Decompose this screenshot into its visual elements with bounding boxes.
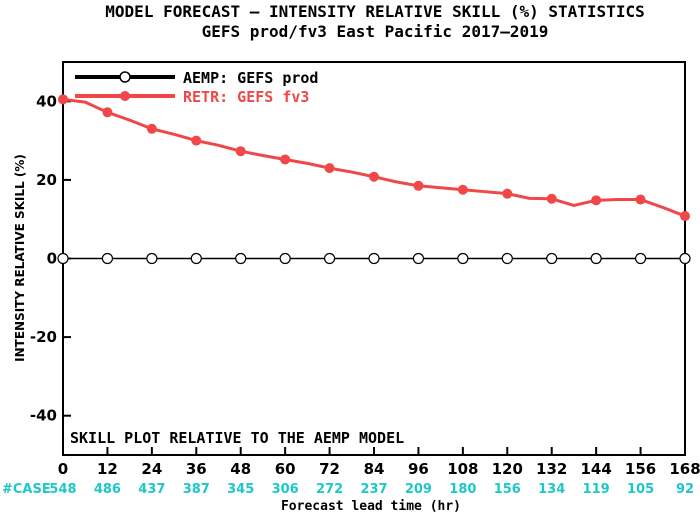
aemp-point <box>546 252 558 265</box>
x-tick-label: 144 <box>580 460 611 478</box>
retr-point <box>635 194 646 205</box>
retr-point <box>457 184 468 195</box>
y-axis: 40 20 0 -20 -40 <box>30 92 71 425</box>
aemp-point <box>190 252 202 265</box>
retr-point <box>546 193 557 204</box>
x-tick-label: 96 <box>408 460 429 478</box>
retr-point <box>502 188 513 199</box>
case-count: 237 <box>360 482 387 497</box>
x-tick-label: 12 <box>97 460 118 478</box>
x-tick-label: 84 <box>364 460 385 478</box>
legend-marker-aemp <box>119 71 131 83</box>
case-count: 92 <box>676 482 694 497</box>
x-tick-label: 24 <box>141 460 162 478</box>
legend-label-aemp: AEMP: GEFS prod <box>183 69 318 87</box>
retr-point <box>680 211 690 222</box>
case-count-label: #CASE <box>2 482 51 497</box>
retr-point <box>280 154 291 165</box>
x-axis-label: Forecast lead time (hr) <box>281 499 461 514</box>
retr-point <box>324 163 335 174</box>
retr-point <box>58 94 68 105</box>
x-tick-label: 36 <box>186 460 207 478</box>
aemp-point <box>590 252 602 265</box>
legend-marker-retr <box>120 91 130 101</box>
case-count: 345 <box>227 482 254 497</box>
case-count: 134 <box>538 482 565 497</box>
aemp-point <box>679 252 691 265</box>
x-tick-label: 168 <box>669 460 700 478</box>
case-count: 156 <box>494 482 521 497</box>
aemp-point <box>634 252 647 265</box>
y-tick-label: -20 <box>30 328 57 346</box>
retr-point <box>369 171 379 182</box>
aemp-point <box>323 252 336 265</box>
y-axis-label: INTENSITY RELATIVE SKILL (%) <box>13 154 27 362</box>
aemp-point <box>235 252 247 265</box>
aemp-point <box>501 252 513 265</box>
x-tick-label: 156 <box>625 460 656 478</box>
x-tick-label: 48 <box>230 460 251 478</box>
x-tick-label: 120 <box>492 460 523 478</box>
retr-point <box>191 135 202 146</box>
case-count: 119 <box>583 482 610 497</box>
x-tick-label: 132 <box>536 460 567 478</box>
case-counts: 548 486 437 387 345 306 272 237 209 180 156 134 119 1… <box>49 482 694 497</box>
retr-point <box>413 180 424 191</box>
aemp-point <box>57 252 69 265</box>
aemp-point <box>457 252 469 265</box>
x-axis: 0 12 24 36 48 60 72 84 96 108 120 132 144 156 168 <box>58 447 700 478</box>
aemp-point <box>146 252 158 265</box>
chart-subtitle: GEFS prod/fv3 East Pacific 2017–2019 <box>202 22 549 41</box>
skill-note: SKILL PLOT RELATIVE TO THE AEMP MODEL <box>70 429 404 447</box>
x-tick-label: 0 <box>58 460 68 478</box>
series-layer <box>57 94 691 265</box>
case-count: 548 <box>49 482 76 497</box>
legend: AEMP: GEFS prod RETR: GEFS fv3 <box>75 69 318 106</box>
retr-point <box>591 195 602 206</box>
y-tick-label: -40 <box>30 407 57 425</box>
aemp-point <box>279 252 291 265</box>
chart-title: MODEL FORECAST – INTENSITY RELATIVE SKIL… <box>105 2 644 21</box>
y-tick-label: 40 <box>36 92 57 110</box>
case-count: 387 <box>183 482 210 497</box>
aemp-point <box>368 252 380 265</box>
retr-point <box>102 107 113 118</box>
y-tick-label: 0 <box>47 250 57 268</box>
legend-label-retr: RETR: GEFS fv3 <box>183 88 309 106</box>
case-count: 209 <box>405 482 432 497</box>
x-tick-label: 72 <box>319 460 340 478</box>
x-tick-label: 108 <box>447 460 478 478</box>
case-count: 105 <box>627 482 654 497</box>
x-tick-label: 60 <box>275 460 296 478</box>
y-tick-label: 20 <box>36 171 57 189</box>
case-count: 272 <box>316 482 343 497</box>
aemp-point <box>101 252 114 265</box>
case-count: 180 <box>449 482 476 497</box>
case-count: 306 <box>272 482 299 497</box>
case-count: 437 <box>138 482 165 497</box>
retr-point <box>235 146 246 157</box>
retr-point <box>146 123 157 134</box>
aemp-point <box>412 252 425 265</box>
case-count: 486 <box>94 482 121 497</box>
